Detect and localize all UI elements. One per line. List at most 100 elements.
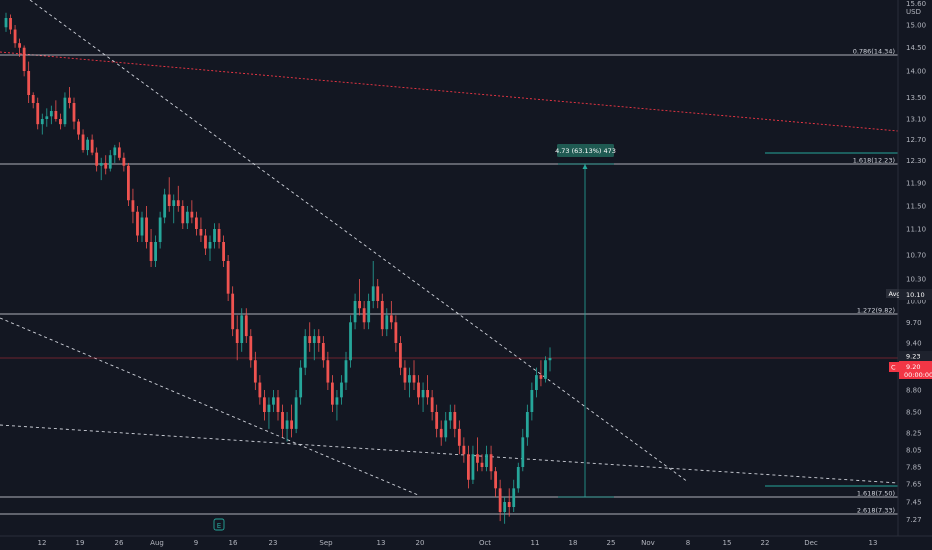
candle-body (231, 293, 235, 330)
x-tick-label: 9 (194, 539, 198, 547)
candle-body (199, 229, 203, 236)
avg-badge: Avg 10.10 (886, 289, 932, 300)
candle-body (181, 206, 185, 224)
earnings-icon[interactable] (213, 518, 225, 531)
candle-body (40, 119, 44, 125)
candle-body (4, 18, 8, 28)
candle-body (448, 412, 452, 421)
y-tick-label: 10.00 (906, 298, 926, 306)
candle-body (421, 390, 425, 398)
y-tick-label: 11.50 (906, 203, 926, 211)
svg-text:10.10: 10.10 (906, 291, 925, 299)
measure-arrow (582, 164, 588, 169)
candle-body (326, 360, 330, 383)
candle-body (371, 286, 375, 301)
y-tick-label: 13.50 (906, 94, 926, 102)
x-tick-label: Dec (804, 539, 818, 547)
y-tick-label: 9.40 (906, 340, 922, 348)
candle-body (167, 194, 171, 206)
last-price-badge: C 9.20 00:00:00 (889, 361, 932, 379)
y-tick-label: 8.05 (906, 447, 922, 455)
earnings-marker[interactable]: E (213, 518, 225, 531)
y-tick-label: 14.00 (906, 68, 926, 76)
candle-body (77, 121, 80, 135)
candle-body (349, 322, 352, 361)
svg-text:9.23: 9.23 (906, 353, 920, 361)
candle-body (13, 29, 17, 44)
candle-body (426, 390, 429, 398)
candle-body (31, 95, 35, 103)
y-tick-label: 7.85 (906, 464, 922, 472)
candle-body (140, 217, 144, 236)
candle-body (145, 217, 148, 242)
candle-body (294, 397, 298, 429)
candle-body (204, 235, 207, 249)
x-tick-label: Aug (150, 539, 164, 547)
candle-body (185, 211, 189, 224)
candle-body (63, 97, 67, 125)
x-tick-label: 26 (115, 539, 124, 547)
measure-tool[interactable]: 4.73 (63.13%) 473 (555, 144, 616, 498)
y-top-label: 15.60 (906, 0, 926, 8)
candle-body (95, 152, 99, 166)
candle-body (417, 382, 420, 398)
candle-body (36, 103, 40, 125)
candle-body (213, 229, 216, 242)
candle-body (253, 360, 257, 383)
x-tick-label: 13 (869, 539, 878, 547)
candle-body (104, 162, 108, 169)
candle-body (72, 103, 76, 122)
y-tick-label: 7.27 (906, 516, 922, 524)
candle-body (362, 308, 366, 323)
candle-body (507, 502, 511, 507)
y-tick-label: 10.30 (906, 276, 926, 284)
candle-body (163, 194, 167, 218)
y-tick-label: 8.25 (906, 430, 922, 438)
candle-body (81, 134, 85, 151)
x-tick-label: 20 (416, 539, 425, 547)
x-axis[interactable]: 12 19 26 Aug 9 16 23 Sep 13 20 Oct 11 18 25 Nov 8 15 22 De… (38, 539, 878, 547)
y-tick-label: 14.50 (906, 44, 926, 52)
candle-body (272, 397, 275, 405)
candle-body (358, 301, 361, 309)
x-tick-label: 18 (569, 539, 578, 547)
candle-body (389, 315, 393, 323)
candle-body (258, 382, 262, 398)
candle-body (149, 242, 153, 261)
x-tick-label: 16 (229, 539, 238, 547)
candles (4, 12, 552, 524)
measure-label: 4.73 (63.13%) 473 (555, 147, 616, 155)
candle-body (222, 242, 225, 261)
svg-text:Avg: Avg (889, 290, 901, 298)
candle-body (512, 488, 516, 507)
candle-body (86, 139, 89, 151)
candle-body (525, 412, 529, 438)
candle-body (503, 502, 507, 512)
candle-body (117, 147, 121, 158)
candle-body (22, 47, 26, 71)
dashed-trendline-upper[interactable] (29, 0, 689, 483)
x-tick-label: 13 (377, 539, 386, 547)
dashed-trendline-lower[interactable] (0, 317, 419, 496)
candle-body (136, 211, 139, 236)
candle-body (367, 301, 371, 323)
y-tick-label: 12.70 (906, 136, 926, 144)
candle-body (281, 412, 284, 429)
candle-body (249, 336, 253, 361)
candle-body (453, 412, 457, 429)
level-label: 0.786(14.34) (853, 48, 895, 56)
candle-body (290, 420, 293, 429)
candle-body (90, 139, 94, 153)
candle-body (462, 445, 466, 455)
x-tick-label: 22 (761, 539, 770, 547)
candle-body (158, 217, 162, 242)
candle-body (457, 428, 461, 446)
candle-body (195, 217, 198, 229)
y-axis[interactable]: 15.00 14.50 14.00 13.50 13.10 12.70 12.30 11.90… (906, 22, 926, 524)
candle-body (308, 336, 312, 343)
level-label: 1.272(9.82) (857, 307, 895, 315)
x-tick-label: Oct (479, 539, 491, 547)
candle-body (521, 437, 525, 467)
candle-body (317, 336, 321, 343)
